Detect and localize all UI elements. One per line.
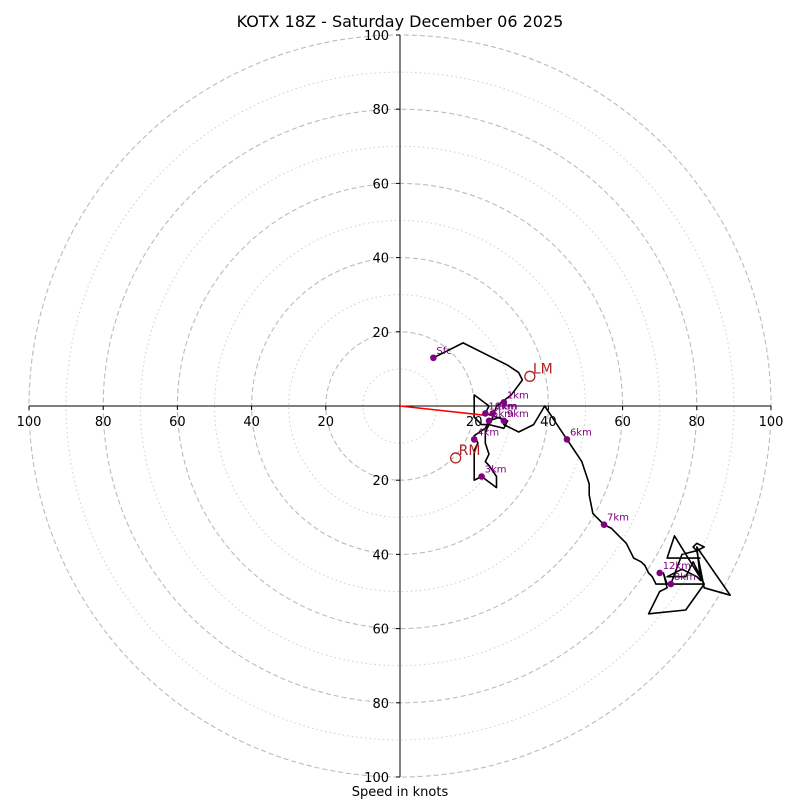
y-tick-label-top: 20 xyxy=(372,326,389,341)
tick-labels: 100 80 60 40 20 20 40 60 80 100 20 40 60 80 100 20 40 60 8… xyxy=(17,29,784,786)
height-point xyxy=(430,354,437,362)
shear-vector-line xyxy=(399,405,486,417)
height-label: 4km xyxy=(477,427,499,438)
height-point xyxy=(500,398,508,406)
y-tick-label-top: 40 xyxy=(372,252,389,267)
hodograph-trace xyxy=(433,342,732,615)
y-tick-label-top: 60 xyxy=(372,177,389,192)
chart-title: KOTX 18Z - Saturday December 06 2025 xyxy=(237,12,564,31)
height-point xyxy=(563,436,571,443)
y-tick-label-bottom: 20 xyxy=(372,474,389,489)
storm-motion-label: LM xyxy=(533,361,553,377)
x-tick-label-left: 20 xyxy=(318,415,335,430)
y-tick-label-bottom: 60 xyxy=(372,623,389,638)
x-tick-label-right: 100 xyxy=(759,415,784,430)
height-label: 5km xyxy=(492,409,514,420)
x-tick-label-right: 60 xyxy=(614,415,631,430)
y-tick-label-bottom: 80 xyxy=(372,697,389,712)
height-point xyxy=(489,410,497,417)
height-point xyxy=(482,410,489,417)
x-tick-label-right: 80 xyxy=(689,415,706,430)
x-tick-label-right: 20 xyxy=(466,415,483,430)
x-tick-label-left: 100 xyxy=(17,415,42,430)
height-label: 6km xyxy=(570,427,592,438)
x-tick-label-left: 60 xyxy=(169,415,186,430)
storm-motion-label: RM xyxy=(459,443,481,459)
height-point xyxy=(667,580,675,588)
hodograph-line xyxy=(433,342,732,615)
height-label: 1km xyxy=(507,390,529,401)
height-label: Sfc xyxy=(436,346,451,357)
shear-vector xyxy=(399,405,486,417)
height-label: 10km xyxy=(488,401,516,412)
height-label: 2km xyxy=(496,401,518,412)
storm-motion-marker xyxy=(524,370,536,382)
height-label: 7km xyxy=(607,513,629,524)
height-point xyxy=(478,473,485,480)
y-tick-label-top: 80 xyxy=(372,103,389,118)
x-tick-label-left: 80 xyxy=(95,415,112,430)
height-point xyxy=(500,417,508,425)
x-axis-label: Speed in knots xyxy=(352,785,449,800)
height-label: 8km xyxy=(674,572,696,583)
height-label: 3km xyxy=(485,464,507,475)
height-point xyxy=(485,417,493,425)
height-label: 9km xyxy=(507,409,529,420)
storm-motions: LM RM xyxy=(449,361,553,464)
height-point xyxy=(470,436,478,443)
y-tick-label-bottom: 100 xyxy=(364,771,389,786)
x-tick-label-right: 40 xyxy=(540,415,557,430)
y-tick-label-bottom: 40 xyxy=(372,548,389,563)
height-point xyxy=(656,569,663,577)
storm-motion-marker xyxy=(449,452,462,464)
height-label: 12km xyxy=(663,561,691,572)
height-point xyxy=(600,521,608,529)
y-tick-label-top: 100 xyxy=(364,29,389,44)
x-tick-label-left: 40 xyxy=(243,415,260,430)
